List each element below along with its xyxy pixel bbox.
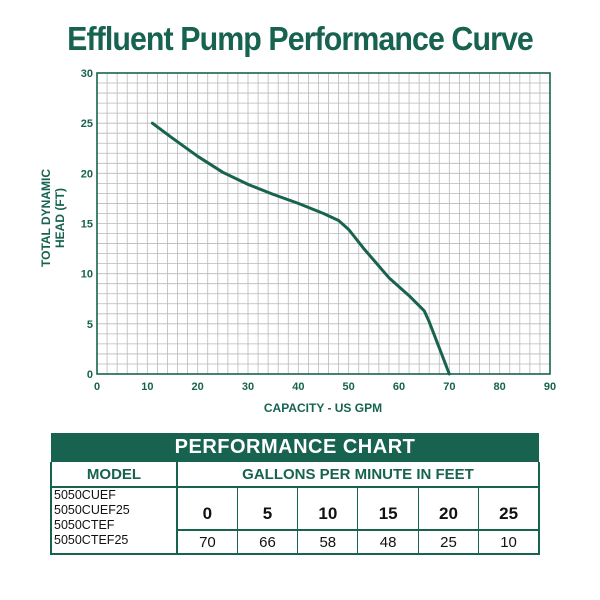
tick-labels: 0 10 20 30 40 50 60 70 80 90 0 5 10 15 20 25 30 (81, 68, 556, 393)
feet-value: 0 (177, 487, 238, 531)
gpm-value: 66 (237, 530, 299, 555)
performance-chart: 0 10 20 30 40 50 60 70 80 90 0 5 10 15 20 25 30 CAPACITY… (39, 68, 556, 415)
gpm-header: GALLONS PER MINUTE IN FEET (176, 462, 540, 488)
performance-table: PERFORMANCE CHART MODEL GALLONS PER MINU… (50, 433, 541, 555)
y-tick-label: 25 (81, 118, 93, 130)
feet-value: 5 (237, 487, 299, 531)
y-axis-label-line2: HEAD (FT) (53, 188, 67, 248)
x-tick-label: 50 (343, 381, 355, 393)
y-axis-label-line1: TOTAL DYNAMIC (39, 169, 53, 267)
x-tick-label: 40 (292, 381, 304, 393)
page-title: Effluent Pump Performance Curve (67, 20, 534, 57)
model-list: 5050CUEF 5050CUEF25 5050CTEF 5050CTEF25 (50, 487, 178, 555)
feet-value: 20 (418, 487, 480, 531)
model-name: 5050CUEF25 (54, 503, 130, 517)
feet-value: 10 (297, 487, 359, 531)
performance-curve-line (150, 121, 451, 376)
y-tick-label: 0 (87, 369, 93, 381)
y-tick-label: 20 (81, 168, 93, 180)
x-tick-label: 60 (393, 381, 405, 393)
gpm-value: 10 (478, 530, 541, 555)
x-tick-label: 0 (94, 381, 100, 393)
table-title: PERFORMANCE CHART (51, 433, 539, 462)
x-axis-label: CAPACITY - US GPM (264, 401, 382, 415)
x-tick-label: 80 (494, 381, 506, 393)
y-tick-label: 30 (81, 68, 93, 80)
x-tick-label: 10 (141, 381, 153, 393)
model-name: 5050CTEF25 (54, 533, 129, 547)
model-header: MODEL (50, 462, 178, 488)
y-tick-label: 10 (81, 269, 93, 281)
model-name: 5050CUEF (54, 488, 116, 502)
gpm-value: 58 (297, 530, 359, 555)
x-tick-label: 70 (443, 381, 455, 393)
gpm-value: 70 (177, 530, 238, 555)
chart-grid (97, 73, 550, 374)
model-name: 5050CTEF (54, 518, 115, 532)
x-tick-label: 30 (242, 381, 254, 393)
y-tick-label: 15 (81, 219, 93, 231)
x-tick-label: 90 (544, 381, 556, 393)
gpm-value: 48 (357, 530, 419, 555)
y-tick-label: 5 (87, 319, 93, 331)
feet-value: 25 (478, 487, 541, 531)
gpm-value: 25 (418, 530, 480, 555)
x-tick-label: 20 (192, 381, 204, 393)
plot-frame (96, 72, 551, 375)
feet-value: 15 (357, 487, 419, 531)
